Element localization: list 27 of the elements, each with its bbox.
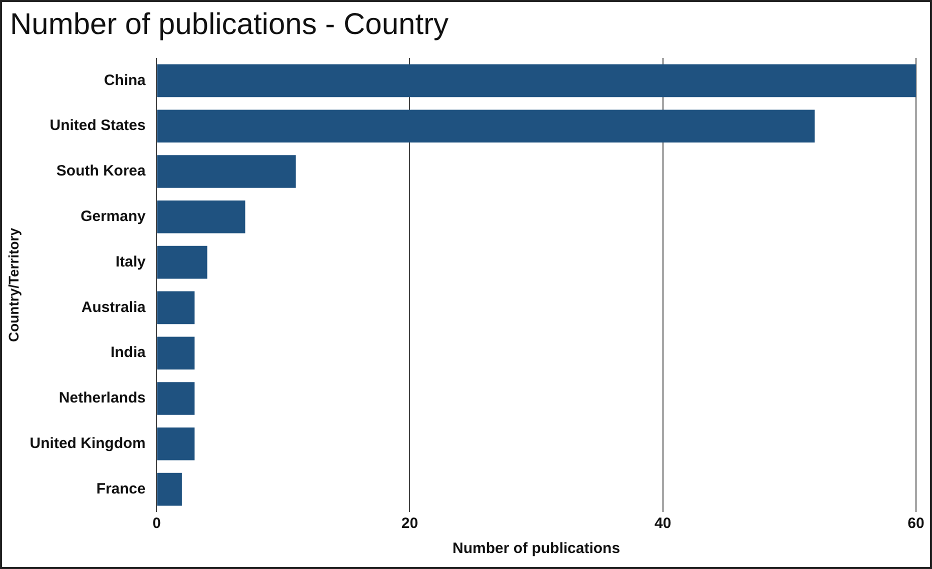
bar: [157, 291, 195, 324]
y-axis-title: Country/Territory: [5, 228, 22, 342]
bar: [157, 64, 916, 98]
y-tick-label: France: [96, 480, 146, 498]
bar: [157, 110, 815, 142]
y-tick-label: South Korea: [56, 162, 146, 180]
y-tick-label: China: [104, 72, 146, 89]
chart-title: Number of publications - Country: [10, 8, 449, 42]
bar: [157, 200, 246, 234]
y-tick-label: India: [110, 344, 146, 362]
y-tick-label: Germany: [80, 208, 146, 226]
bar: [157, 382, 195, 415]
x-tick-label: 20: [401, 515, 418, 532]
bar: [157, 246, 208, 279]
x-axis-title: Number of publications: [452, 540, 620, 558]
bar: [157, 155, 296, 188]
y-tick-label: Australia: [81, 298, 146, 316]
x-tick-label: 60: [908, 515, 924, 532]
y-tick-label: United States: [50, 117, 146, 134]
bar: [157, 336, 195, 370]
bar: [157, 472, 182, 506]
y-tick-label: Netherlands: [58, 390, 146, 407]
y-tick-label: Italy: [116, 253, 146, 270]
bar: [157, 428, 195, 460]
y-tick-label: United Kingdom: [30, 435, 146, 452]
x-tick-label: 0: [152, 515, 161, 532]
x-tick-label: 40: [654, 515, 672, 532]
